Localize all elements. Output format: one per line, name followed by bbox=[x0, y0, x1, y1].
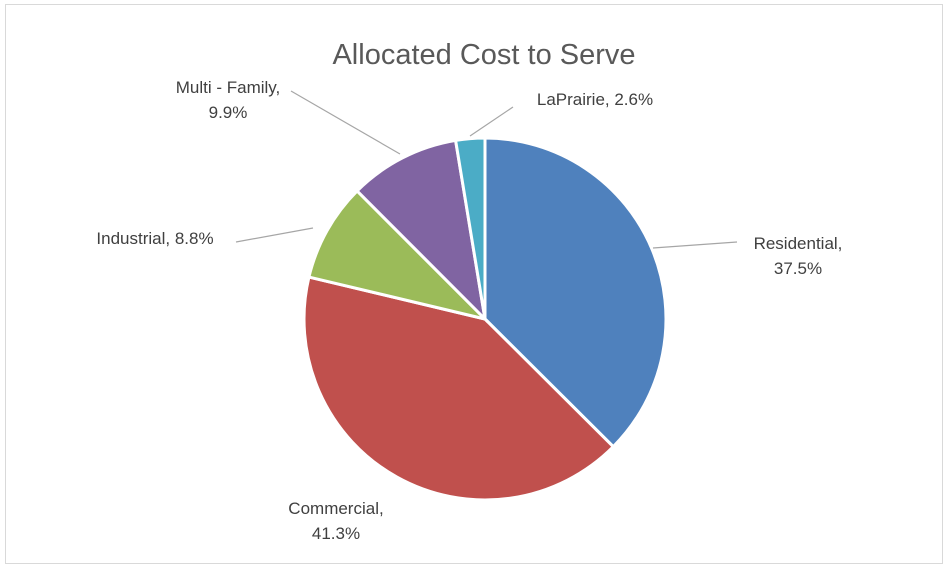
pie-slice-commercial bbox=[302, 275, 616, 502]
pie-slice-multi-family bbox=[354, 138, 488, 324]
data-label-line: 37.5% bbox=[774, 259, 822, 278]
data-label-laprairie: LaPrairie, 2.6% bbox=[537, 90, 653, 109]
leader-line-industrial bbox=[235, 227, 314, 243]
data-label-line: 41.3% bbox=[312, 524, 360, 543]
leader-line-multi-family bbox=[290, 90, 401, 155]
data-label-line: 9.9% bbox=[209, 103, 248, 122]
leader-lines bbox=[235, 90, 738, 249]
data-label-line: Commercial, bbox=[288, 499, 383, 518]
pie-slices bbox=[302, 136, 668, 502]
data-label-line: Residential, bbox=[754, 234, 843, 253]
leader-line-residential bbox=[652, 241, 738, 249]
data-label-residential: Residential, 37.5% bbox=[754, 234, 843, 278]
leader-line-laprairie bbox=[469, 106, 514, 137]
data-label-line: Industrial, 8.8% bbox=[96, 229, 213, 248]
pie-slice-industrial bbox=[307, 188, 490, 322]
data-label-line: Multi - Family, bbox=[176, 78, 281, 97]
data-label-multi-family: Multi - Family, 9.9% bbox=[176, 78, 281, 122]
pie-slice-residential bbox=[483, 136, 668, 449]
data-label-industrial: Industrial, 8.8% bbox=[96, 229, 213, 248]
data-label-commercial: Commercial, 41.3% bbox=[288, 499, 383, 543]
data-label-line: LaPrairie, 2.6% bbox=[537, 90, 653, 109]
chart-title: Allocated Cost to Serve bbox=[332, 39, 635, 71]
pie-slice-laprairie bbox=[453, 136, 487, 320]
data-labels: Residential, 37.5% Commercial, 41.3% Industr… bbox=[96, 78, 842, 543]
